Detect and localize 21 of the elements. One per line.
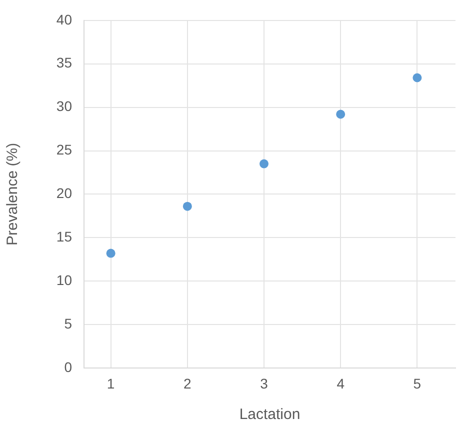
x-tick-label: 4: [336, 375, 345, 392]
y-tick-label: 10: [56, 272, 72, 288]
x-tick-label: 1: [106, 375, 115, 392]
x-tick-label: 2: [184, 375, 192, 392]
point: [260, 159, 269, 168]
y-axis-title: Prevalence (%): [4, 142, 22, 246]
y-tick-label: 15: [56, 228, 72, 245]
x-axis-title: Lactation: [239, 406, 300, 424]
y-tick-label: 5: [64, 315, 72, 332]
point: [182, 202, 192, 211]
y-tick-label: 35: [56, 54, 72, 71]
point: [106, 248, 116, 258]
y-tick-label: 20: [56, 185, 72, 202]
y-tick-label: 0: [64, 358, 72, 375]
point: [412, 73, 422, 82]
point: [336, 110, 346, 119]
x-tick-label: 3: [260, 375, 268, 392]
x-tick-label: 5: [413, 375, 422, 392]
y-tick-label: 25: [56, 142, 72, 158]
y-tick-label: 30: [56, 98, 72, 114]
y-tick-label: 40: [56, 11, 72, 28]
